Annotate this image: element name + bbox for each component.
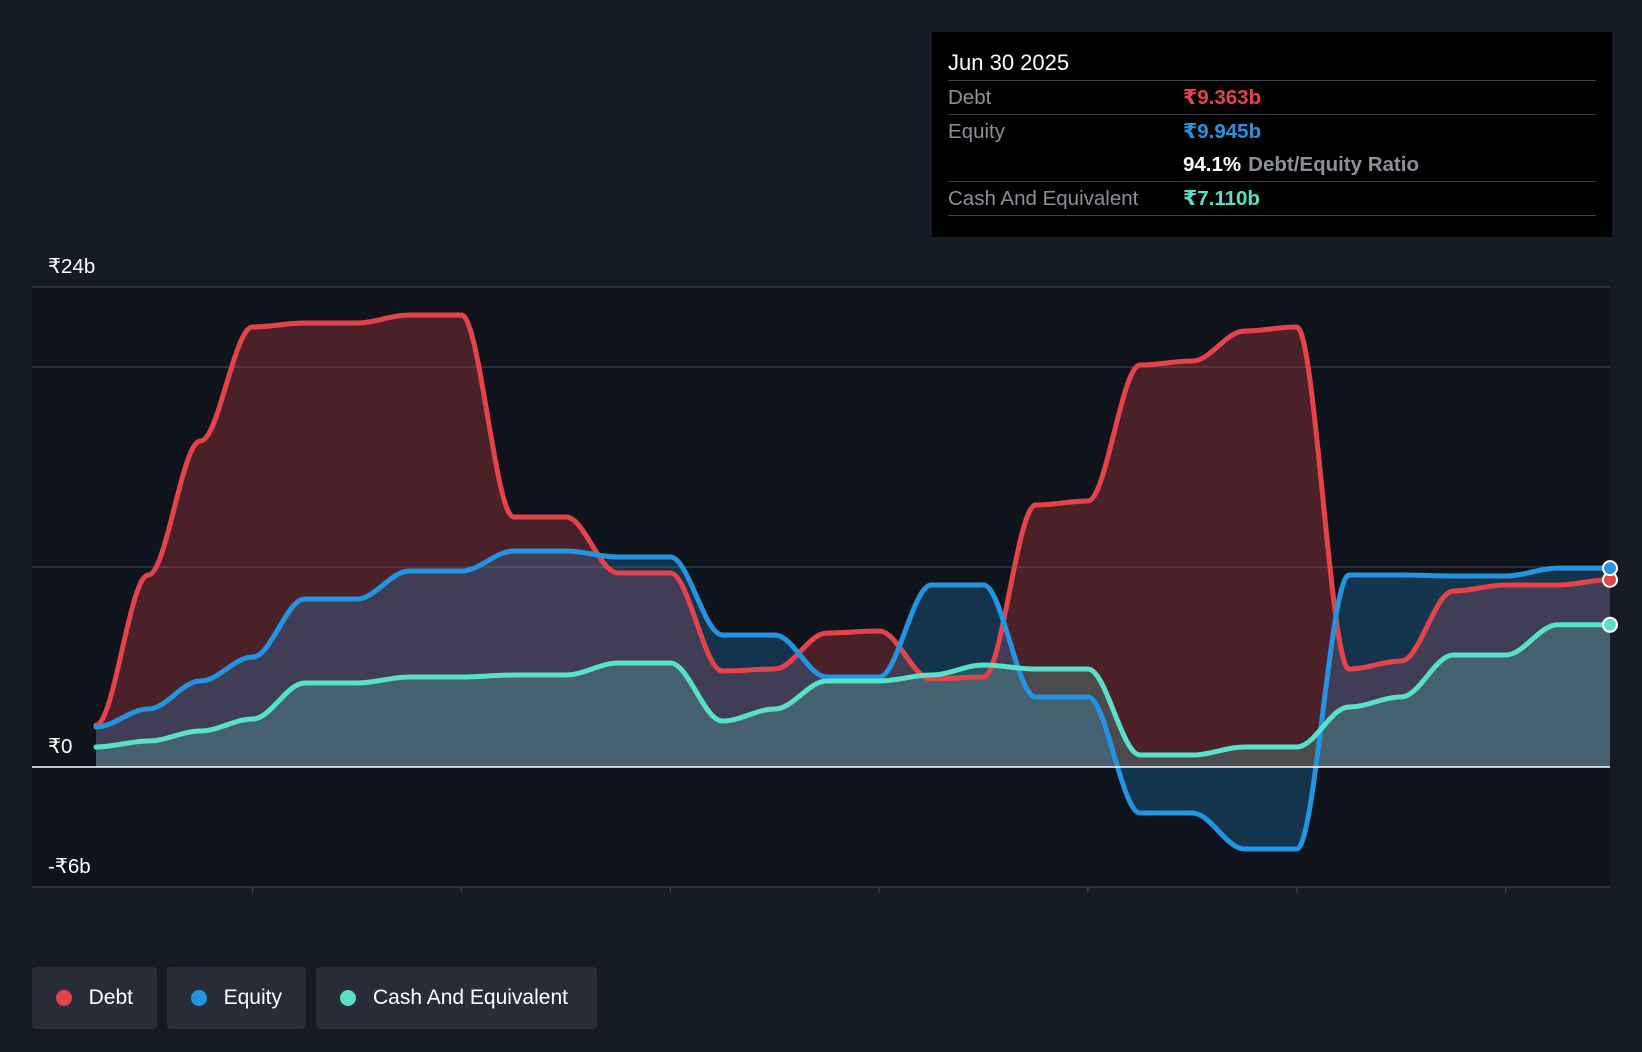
legend-debt-dot-icon <box>56 990 72 1006</box>
legend: Debt Equity Cash And Equivalent <box>32 967 607 1029</box>
legend-equity-label: Equity <box>223 986 282 1009</box>
tooltip-equity-value: ₹9.945b <box>1183 120 1262 143</box>
tooltip-ratio-label: Debt/Equity Ratio <box>1248 152 1419 176</box>
plot-area-highlight <box>32 287 1610 887</box>
y-tick-label: ₹24b <box>48 255 95 278</box>
legend-item-equity[interactable]: Equity <box>167 967 306 1029</box>
series-lines <box>93 312 1613 852</box>
y-tick-label: ₹0 <box>48 735 72 758</box>
tooltip-debt-value: ₹9.363b <box>1183 86 1262 109</box>
tooltip-cash-value: ₹7.110b <box>1183 187 1260 210</box>
tooltip-ratio-value: 94.1% <box>1183 152 1242 176</box>
cash-and-equivalent-line <box>93 622 1613 758</box>
debt-equity-chart: ₹24b ₹0 -₹6b 2019202020212022202320242025 <box>32 255 1618 893</box>
gridlines <box>32 286 1610 888</box>
tooltip-date: Jun 30 2025 <box>948 50 1070 75</box>
tooltip-debt-row: Debt ₹9.363b <box>948 80 1596 114</box>
equity-area <box>96 551 1610 849</box>
legend-cash-dot-icon <box>340 990 356 1006</box>
tooltip: Jun 30 2025 Debt ₹9.363b Equity ₹9.945b … <box>932 32 1612 237</box>
tooltip-equity-label: Equity <box>948 119 1005 143</box>
tooltip-ratio-row: 94.1% Debt/Equity Ratio <box>948 148 1596 181</box>
tooltip-debt-label: Debt <box>948 85 992 109</box>
y-axis-labels: ₹24b ₹0 -₹6b <box>48 255 95 878</box>
equity-end-point <box>1602 560 1618 577</box>
equity-line <box>93 548 1613 852</box>
y-tick-label: -₹6b <box>48 855 91 878</box>
legend-item-debt[interactable]: Debt <box>32 967 157 1029</box>
legend-cash-label: Cash And Equivalent <box>373 986 568 1009</box>
tooltip-cash-label: Cash And Equivalent <box>948 186 1139 210</box>
cash-and-equivalent-area <box>96 624 1610 767</box>
end-markers <box>32 560 1618 768</box>
series-areas <box>96 315 1610 849</box>
tooltip-equity-row: Equity ₹9.945b <box>948 114 1596 148</box>
legend-debt-label: Debt <box>88 986 133 1009</box>
debt-area <box>96 315 1610 767</box>
tooltip-cash-row: Cash And Equivalent ₹7.110b <box>948 181 1596 216</box>
legend-equity-dot-icon <box>191 990 207 1006</box>
legend-item-cash[interactable]: Cash And Equivalent <box>316 967 597 1029</box>
x-axis-labels: 2019202020212022202320242025 <box>252 887 1507 893</box>
cash-and-equivalent-end-point <box>1602 616 1618 633</box>
